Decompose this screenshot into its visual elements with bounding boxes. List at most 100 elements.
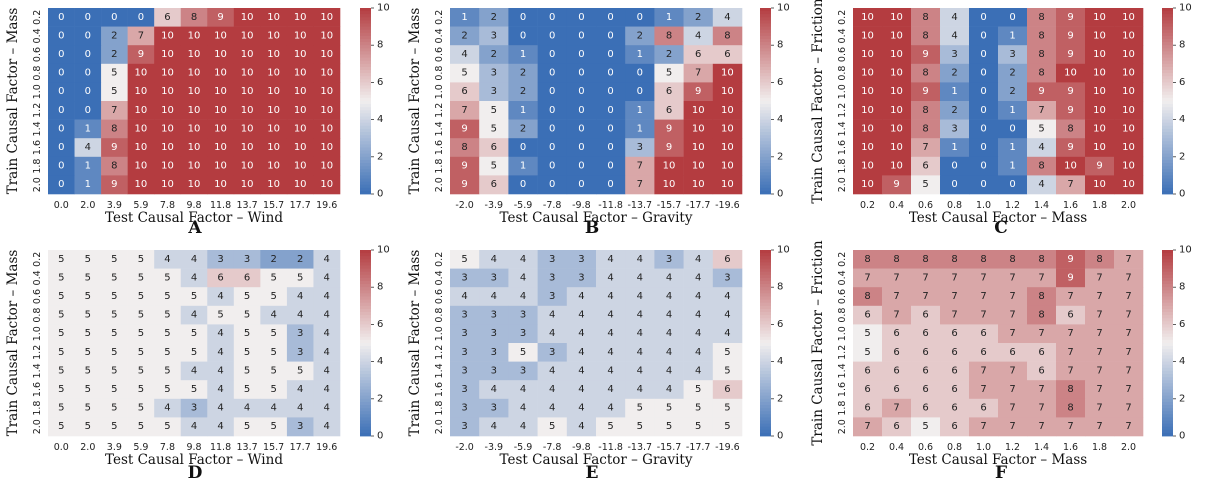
cell-value-label: 0 bbox=[951, 161, 957, 172]
cell-value-label: 0 bbox=[549, 12, 555, 23]
colorbar-segment bbox=[1162, 327, 1173, 331]
colorbar-segment bbox=[1162, 172, 1173, 176]
colorbar-segment bbox=[760, 274, 771, 279]
colorbar-segment bbox=[1162, 420, 1173, 424]
heatmap-cell bbox=[683, 26, 714, 46]
cell-value-label: 0 bbox=[637, 12, 643, 23]
cell-value-label: 1 bbox=[85, 161, 91, 172]
heatmap-cell bbox=[127, 268, 155, 288]
cell-value-label: 4 bbox=[324, 310, 330, 321]
heatmap-cell bbox=[479, 156, 509, 176]
heatmap-cell bbox=[654, 101, 684, 120]
cell-value-label: 0 bbox=[607, 123, 613, 134]
y-tick-label: 1.0 bbox=[434, 326, 445, 341]
cell-value-label: 5 bbox=[111, 310, 117, 321]
cell-value-label: 6 bbox=[951, 403, 957, 414]
cell-value-label: 10 bbox=[1093, 30, 1106, 41]
cell-value-label: 4 bbox=[578, 310, 584, 321]
cell-value-label: 10 bbox=[1122, 86, 1135, 97]
colorbar-segment bbox=[360, 268, 371, 273]
cell-value-label: 5 bbox=[270, 347, 276, 358]
heatmap-cell bbox=[596, 417, 626, 437]
heatmap-cell bbox=[566, 82, 597, 102]
cell-value-label: 4 bbox=[607, 254, 613, 265]
cell-value-label: 0 bbox=[607, 12, 613, 23]
heatmap-cell bbox=[479, 380, 509, 400]
cell-value-label: 4 bbox=[695, 328, 701, 339]
heatmap-cell bbox=[940, 417, 970, 437]
colorbar-segment bbox=[360, 187, 371, 192]
cell-value-label: 5 bbox=[138, 365, 144, 376]
heatmap-cell bbox=[286, 343, 314, 362]
heatmap-cell bbox=[1114, 250, 1144, 269]
cell-value-label: 5 bbox=[58, 347, 64, 358]
colorbar-segment bbox=[360, 271, 371, 276]
heatmap-cell bbox=[654, 82, 684, 102]
heatmap-cell bbox=[286, 45, 314, 65]
heatmap-cell bbox=[882, 268, 912, 288]
cell-value-label: 5 bbox=[164, 347, 170, 358]
cell-value-label: 10 bbox=[241, 30, 254, 41]
heatmap-cell bbox=[1085, 175, 1115, 195]
cell-value-label: 10 bbox=[161, 30, 174, 41]
x-tick-label: -3.9 bbox=[485, 442, 504, 453]
cell-value-label: 6 bbox=[864, 384, 870, 395]
heatmap-cell bbox=[853, 343, 883, 362]
cell-value-label: 4 bbox=[1038, 142, 1044, 153]
cell-value-label: 7 bbox=[1096, 291, 1102, 302]
heatmap-cell bbox=[207, 8, 235, 27]
cell-value-label: 10 bbox=[692, 142, 705, 153]
heatmap-cell bbox=[154, 119, 182, 139]
heatmap-cell bbox=[180, 250, 208, 269]
colorbar-segment bbox=[760, 315, 771, 319]
cell-value-label: 3 bbox=[637, 142, 643, 153]
cell-value-label: 7 bbox=[1125, 291, 1131, 302]
cell-value-label: 5 bbox=[491, 161, 497, 172]
cell-value-label: 5 bbox=[138, 403, 144, 414]
heatmap-cell bbox=[911, 343, 941, 362]
colorbar-segment bbox=[360, 153, 371, 158]
cell-value-label: 8 bbox=[1038, 291, 1044, 302]
colorbar-segment bbox=[360, 339, 371, 344]
cell-value-label: 9 bbox=[1067, 272, 1073, 283]
heatmap-cell bbox=[101, 305, 128, 325]
colorbar-segment bbox=[760, 330, 771, 335]
cell-value-label: 10 bbox=[320, 30, 333, 41]
cell-value-label: 7 bbox=[893, 291, 899, 302]
cell-value-label: 4 bbox=[666, 291, 672, 302]
cell-value-label: 8 bbox=[1009, 254, 1015, 265]
heatmap-cell bbox=[1085, 287, 1115, 307]
cell-value-label: 5 bbox=[58, 403, 64, 414]
y-tick-label: 0.4 bbox=[32, 28, 43, 43]
heatmap-cell bbox=[1114, 156, 1144, 176]
heatmap-cell bbox=[1027, 26, 1057, 46]
cell-value-label: 4 bbox=[85, 142, 91, 153]
cell-value-label: 0 bbox=[980, 86, 986, 97]
cell-value-label: 4 bbox=[191, 310, 197, 321]
cell-value-label: 8 bbox=[724, 30, 730, 41]
colorbar-segment bbox=[1162, 60, 1173, 65]
heatmap-cell bbox=[712, 101, 743, 120]
heatmap-cell bbox=[154, 361, 182, 381]
cell-value-label: 10 bbox=[1093, 12, 1106, 23]
colorbar-segment bbox=[360, 97, 371, 102]
colorbar-segment bbox=[1162, 271, 1173, 276]
x-tick-label: 17.7 bbox=[290, 442, 311, 453]
heatmap-cell bbox=[101, 175, 128, 195]
heatmap-cell bbox=[233, 45, 261, 65]
colorbar-segment bbox=[360, 138, 371, 142]
heatmap-cell bbox=[882, 417, 912, 437]
cell-value-label: 4 bbox=[217, 347, 223, 358]
heatmap-cell bbox=[654, 268, 684, 288]
cell-value-label: 10 bbox=[294, 49, 307, 60]
cell-value-label: 10 bbox=[861, 123, 874, 134]
colorbar-segment bbox=[1162, 352, 1173, 356]
heatmap-cell bbox=[508, 398, 538, 418]
cell-value-label: 10 bbox=[267, 86, 280, 97]
cell-value-label: 5 bbox=[138, 254, 144, 265]
heatmap-cell bbox=[654, 305, 684, 325]
heatmap-cell bbox=[1085, 268, 1115, 288]
cell-value-label: 3 bbox=[461, 365, 467, 376]
colorbar-segment bbox=[360, 54, 371, 58]
